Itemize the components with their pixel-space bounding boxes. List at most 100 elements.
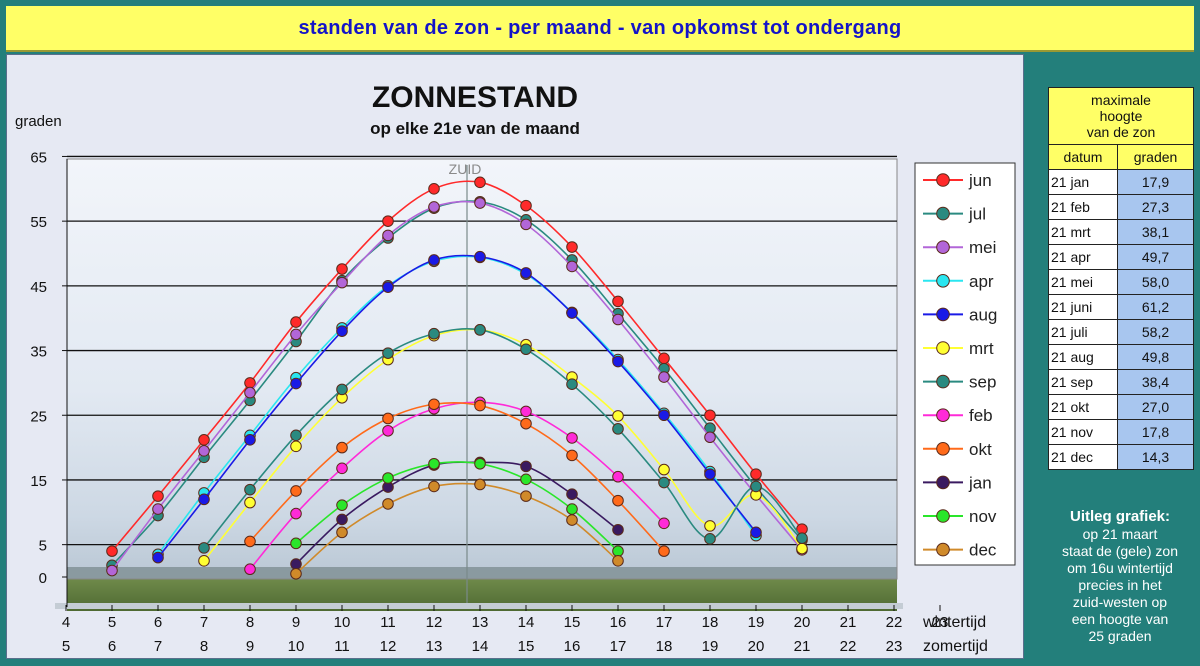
series-jun	[106, 176, 808, 557]
table-cell-datum: 21 juli	[1048, 319, 1118, 345]
x-tick-label-zomertijd: 21	[794, 638, 811, 655]
point-nov	[520, 473, 532, 486]
legend-marker	[936, 240, 950, 254]
point-sep	[796, 532, 808, 544]
table-row: 21 nov 17,8	[1048, 419, 1194, 445]
point-mei	[198, 445, 210, 457]
point-feb	[566, 432, 578, 444]
table-cell-graden: 27,0	[1117, 394, 1194, 420]
series-okt	[244, 398, 670, 557]
legend-label: dec	[969, 541, 997, 560]
point-dec	[474, 478, 486, 491]
point-mei	[428, 201, 440, 213]
x-tick-label-wintertijd: 11	[380, 614, 396, 631]
table-cell-datum: 21 nov	[1048, 419, 1118, 445]
point-sep	[382, 347, 394, 359]
chart-subtitle: op elke 21e van de maand	[370, 119, 580, 138]
legend-item-nov: nov	[923, 507, 997, 526]
point-mei	[336, 276, 348, 289]
x-tick-label-wintertijd: 16	[610, 614, 627, 631]
point-mei	[152, 503, 164, 515]
legend-label: nov	[969, 507, 997, 526]
legend-marker	[936, 408, 950, 423]
y-axis-label: graden	[15, 113, 62, 130]
legend-label: jul	[968, 205, 986, 224]
point-aug	[290, 377, 302, 390]
point-nov	[612, 545, 624, 557]
point-feb	[658, 517, 670, 530]
x-tick-label-wintertijd: 10	[334, 614, 351, 631]
point-mei	[106, 564, 118, 577]
x-tick-label-wintertijd: 22	[886, 614, 903, 631]
series-line-feb	[249, 401, 665, 570]
explanation-line: een hoogte van	[1071, 611, 1169, 627]
legend-label: jun	[968, 171, 992, 190]
y-tick-label: 55	[30, 214, 47, 231]
table-row: 21 dec 14,3	[1048, 444, 1194, 470]
point-feb	[612, 470, 624, 483]
table-cell-graden: 17,9	[1117, 169, 1194, 195]
point-mei	[382, 229, 394, 242]
point-okt	[336, 441, 348, 454]
point-sep	[704, 533, 716, 545]
x-tick-label-zomertijd: 12	[380, 638, 397, 655]
table-cell-datum: 21 jan	[1048, 169, 1118, 195]
point-mrt	[198, 555, 210, 567]
point-okt	[290, 485, 302, 497]
x-tick-label-zomertijd: 13	[426, 638, 443, 655]
table-cell-graden: 38,1	[1117, 219, 1194, 245]
table-row: 21 apr 49,7	[1048, 244, 1194, 270]
point-mrt	[244, 496, 256, 509]
x-tick-label-wintertijd: 6	[154, 614, 162, 631]
legend-marker	[936, 274, 950, 288]
x-tick-label-zomertijd: 5	[62, 638, 70, 655]
legend-item-feb: feb	[923, 406, 993, 425]
point-aug	[428, 254, 440, 266]
legend-label: okt	[969, 440, 992, 459]
series-sep	[198, 324, 808, 554]
table-cell-datum: 21 okt	[1048, 394, 1118, 420]
legend-marker	[936, 442, 950, 456]
point-feb	[336, 462, 348, 475]
point-mrt	[658, 463, 670, 476]
table-cell-graden: 49,7	[1117, 244, 1194, 270]
explanation-line: precies in het	[1078, 577, 1162, 593]
table-row: 21 juni 61,2	[1048, 294, 1194, 320]
point-nov	[566, 503, 578, 515]
y-tick-label: 15	[30, 473, 47, 490]
point-mei	[520, 218, 532, 231]
table-cell-graden: 58,0	[1117, 269, 1194, 295]
point-dec	[566, 514, 578, 526]
point-jun	[658, 352, 670, 365]
zuid-label: ZUID	[449, 161, 482, 177]
point-feb	[520, 405, 532, 418]
x-tick-label-zomertijd: 8	[200, 638, 208, 655]
point-feb	[244, 563, 256, 576]
table-row: 21 okt 27,0	[1048, 394, 1194, 420]
point-okt	[428, 398, 440, 411]
x-tick-label-wintertijd: 17	[656, 614, 673, 631]
point-mrt	[612, 410, 624, 422]
point-aug	[198, 493, 210, 506]
table-cell-datum: 21 apr	[1048, 244, 1118, 270]
point-okt	[566, 449, 578, 462]
legend-item-apr: apr	[923, 272, 994, 291]
point-okt	[474, 399, 486, 412]
point-sep	[198, 542, 210, 554]
point-sep	[566, 378, 578, 390]
explanation-note: Uitleg grafiek: op 21 maart staat de (gel…	[1040, 508, 1200, 645]
table-row: 21 mei 58,0	[1048, 269, 1194, 295]
chart-panel: 0 5 15 25 35 45 55 65 4 5 6 7 8 9 10 11 12 13 14 15 16 17 18 19…	[6, 54, 1024, 659]
point-mei	[658, 371, 670, 383]
table-row: 21 juli 58,2	[1048, 319, 1194, 345]
legend-label: sep	[969, 373, 996, 392]
point-jan	[612, 523, 624, 536]
axis-strip	[55, 603, 903, 609]
column-header-datum: datum	[1048, 144, 1118, 170]
table-row: 21 mrt 38,1	[1048, 219, 1194, 245]
x-tick-label-zomertijd: 22	[840, 638, 857, 655]
legend-marker	[936, 509, 950, 523]
x-axis-label-wintertijd: wintertijd	[922, 614, 986, 631]
series-dec	[290, 478, 624, 580]
point-jun	[428, 183, 440, 195]
